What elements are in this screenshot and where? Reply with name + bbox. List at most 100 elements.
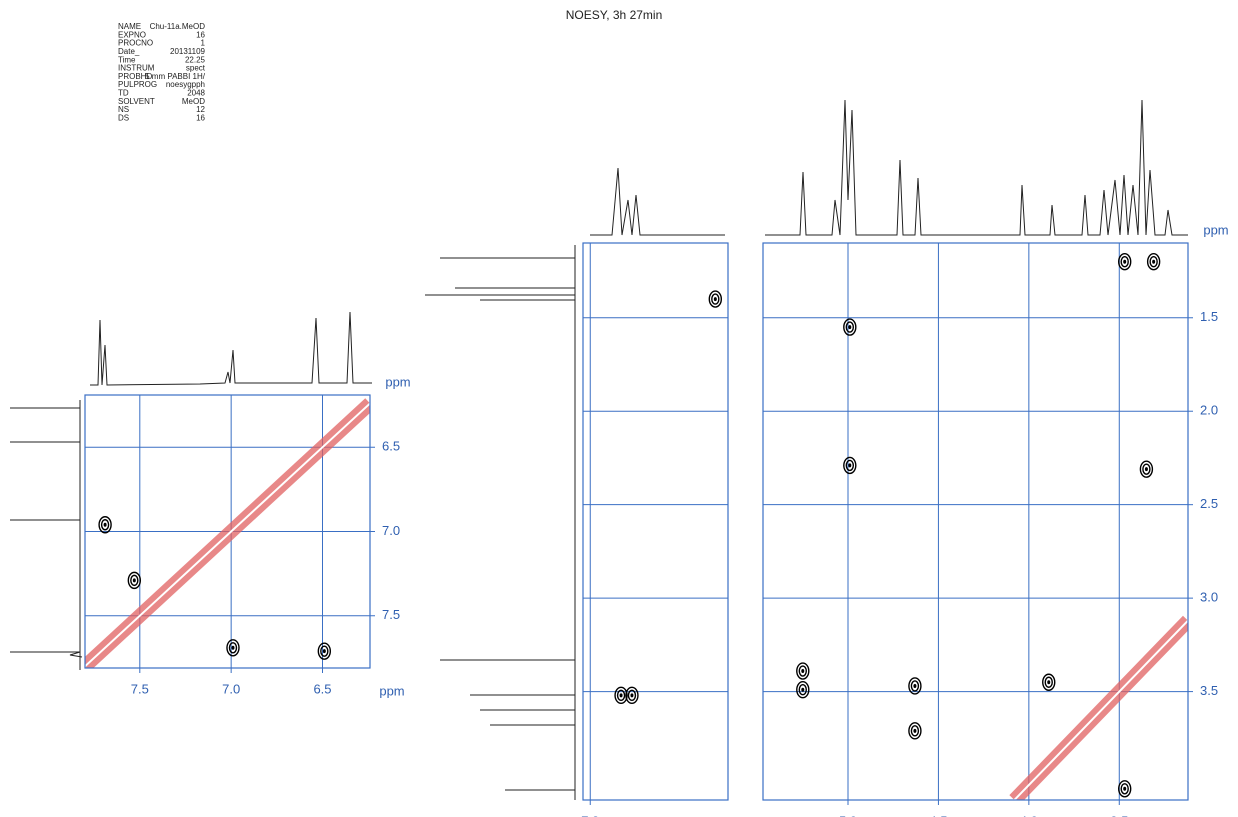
- contour-ring: [130, 574, 139, 587]
- parameter-name: PULPROG: [118, 80, 157, 89]
- contour-core: [619, 693, 623, 698]
- contour-ring: [711, 293, 720, 305]
- contour-core: [913, 683, 917, 688]
- contour-core: [630, 693, 634, 698]
- figure-title: NOESY, 3h 27min: [566, 8, 663, 22]
- parameter-name: PROCNO: [118, 39, 153, 48]
- x-tick-label: 7.5: [131, 681, 149, 696]
- parameter-name: NS: [118, 105, 129, 114]
- cross-peak: [98, 516, 112, 534]
- parameter-name: EXPNO: [118, 30, 146, 39]
- contour-ring: [845, 459, 855, 472]
- contour-ring: [1120, 783, 1129, 795]
- contour-core: [103, 522, 107, 527]
- contour-core: [801, 687, 805, 692]
- contour-ring: [1042, 673, 1056, 691]
- parameter-name: DS: [118, 113, 129, 122]
- contour-ring: [1120, 255, 1129, 268]
- contour-core: [801, 669, 805, 674]
- y-axis-label: ppm: [385, 374, 410, 389]
- contour-ring: [317, 642, 332, 660]
- cross-peak: [127, 571, 142, 590]
- contour-core: [1152, 259, 1156, 264]
- parameter-value: Chu-11a.MeOD: [150, 22, 206, 31]
- projection: [765, 99, 1188, 236]
- contour-ring: [625, 686, 639, 705]
- contour-ring: [796, 662, 810, 680]
- parameter-name: SOLVENT: [118, 97, 155, 106]
- contour-ring: [708, 290, 723, 308]
- contour-ring: [228, 642, 238, 654]
- contour-ring: [843, 318, 857, 336]
- x-tick-label: 7.0: [222, 681, 240, 696]
- cross-peak: [708, 290, 723, 308]
- diagonal-core: [85, 402, 370, 668]
- y-axis-label: ppm: [1203, 222, 1228, 237]
- contour-ring: [1142, 463, 1151, 475]
- contour-core: [1144, 467, 1148, 472]
- y-tick-label: 3.5: [1200, 683, 1218, 698]
- contour-ring: [798, 684, 807, 696]
- x-tick-label: 7.8: [581, 813, 599, 817]
- contour-ring: [843, 456, 857, 475]
- cross-peak: [614, 686, 628, 705]
- parameter-value: noesygpph: [166, 80, 205, 89]
- plot-frame: [762, 242, 1189, 801]
- parameter-value: 1: [201, 39, 206, 48]
- x-tick-label: 4.0: [1020, 813, 1038, 817]
- cross-peak: [908, 722, 922, 740]
- y-tick-label: 1.5: [1200, 309, 1218, 324]
- cross-peak: [1146, 252, 1161, 271]
- contour-ring: [100, 519, 110, 531]
- parameter-value: 16: [196, 30, 205, 39]
- cross-peak: [796, 662, 810, 680]
- contour-ring: [908, 722, 922, 740]
- contour-ring: [845, 321, 855, 333]
- y-tick-label: 3.0: [1200, 590, 1218, 605]
- y-tick-label: 2.5: [1200, 496, 1218, 511]
- plot-area: [763, 243, 1188, 800]
- contour-ring: [320, 645, 329, 657]
- projection: [590, 167, 725, 236]
- diagonal-core: [1013, 619, 1188, 800]
- contour-ring: [226, 639, 240, 657]
- cross-peak: [1118, 780, 1132, 798]
- contour-ring: [614, 686, 628, 705]
- contour-core: [1047, 680, 1051, 685]
- contour-ring: [1118, 780, 1132, 798]
- contour-ring: [1139, 460, 1154, 478]
- contour-ring: [908, 677, 922, 695]
- cross-peak: [317, 642, 332, 660]
- contour-ring: [1118, 252, 1132, 271]
- parameter-value: MeOD: [182, 97, 205, 106]
- contour-ring: [627, 689, 637, 702]
- cross-peak: [843, 456, 857, 475]
- cross-peak: [1042, 673, 1056, 691]
- y-tick-label: 7.5: [382, 607, 400, 622]
- x-tick-label: 6.5: [313, 681, 331, 696]
- contour-ring: [1146, 252, 1161, 271]
- projection: [425, 245, 576, 800]
- parameter-block: NAME Chu-11a.MeOD EXPNO 16 PROCNO 1 Date_ 20131…: [118, 22, 206, 122]
- plot-frame: [84, 394, 371, 669]
- plot-area: [85, 395, 370, 668]
- cross-peak: [1139, 460, 1154, 478]
- x-tick-label: 3.5: [1110, 813, 1128, 817]
- cross-peak: [226, 639, 240, 657]
- contour-ring: [98, 516, 112, 534]
- x-axis-label: ppm: [379, 683, 404, 698]
- contour-core: [1123, 786, 1127, 791]
- contour-core: [1123, 259, 1127, 264]
- parameter-value: spect: [186, 64, 206, 73]
- plot-frame: [582, 242, 729, 801]
- contour-ring: [1149, 255, 1158, 268]
- cross-peak: [796, 681, 810, 699]
- parameter-value: 2048: [187, 89, 205, 98]
- cross-peak: [1118, 252, 1132, 271]
- projection: [90, 311, 372, 386]
- contour-ring: [127, 571, 142, 590]
- contour-ring: [910, 725, 920, 737]
- parameter-name: PROBHD: [118, 72, 152, 81]
- y-tick-label: 7.0: [382, 523, 400, 538]
